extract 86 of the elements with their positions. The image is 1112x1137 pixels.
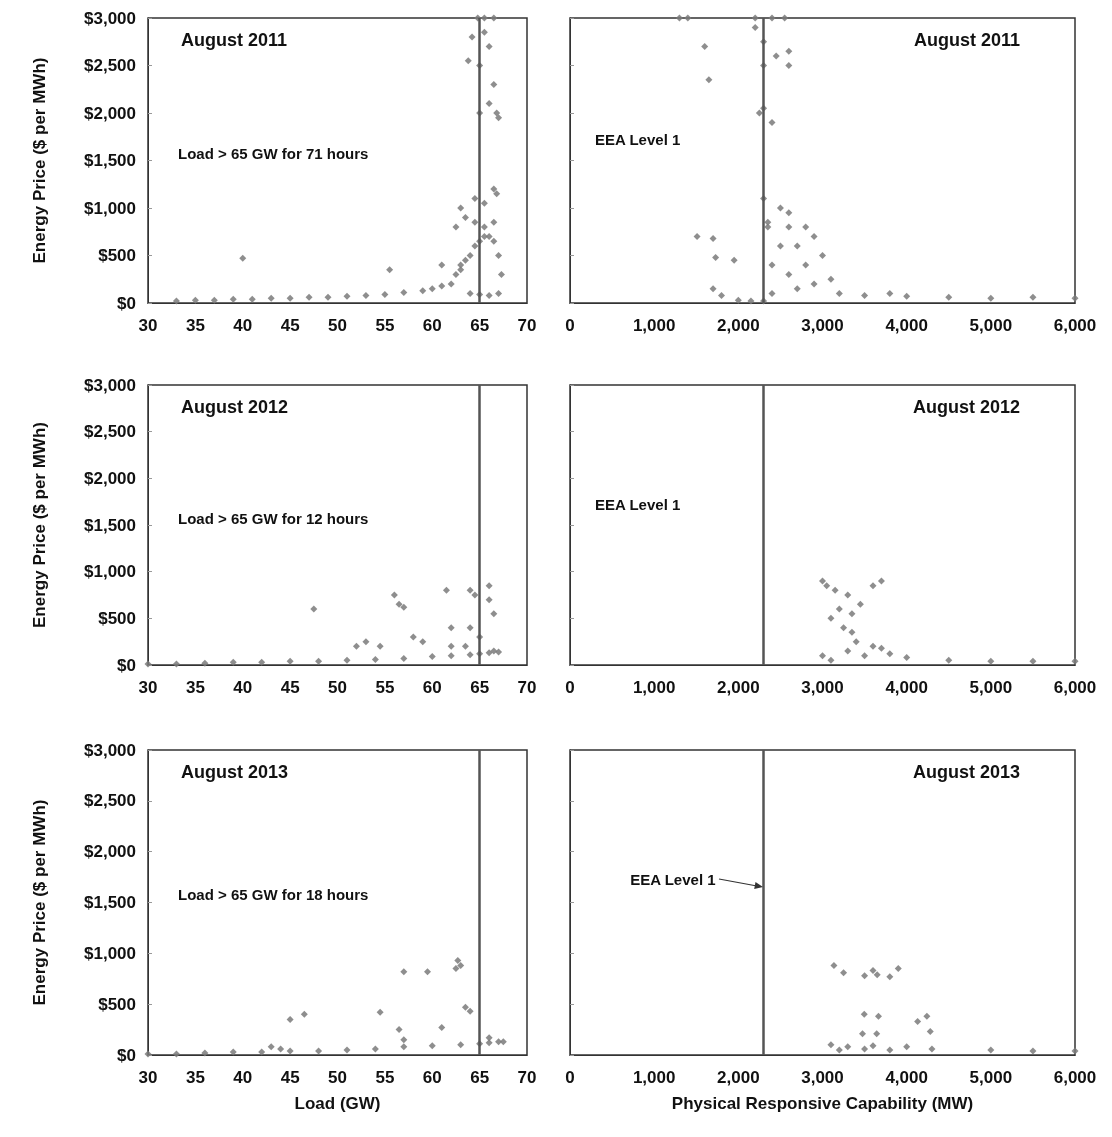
x-tick-label: 0 [565,678,575,697]
x-tick-label: 1,000 [632,1068,676,1087]
x-axis-title: Physical Responsive Capability (MW) [671,1094,974,1113]
x-tick-label: 55 [375,316,395,335]
x-tick-label: 30 [138,1068,158,1087]
x-tick-label: 0 [565,1068,575,1087]
x-tick-label: 55 [375,678,395,697]
x-tick-label: 50 [328,1068,347,1087]
y-axis-title: Energy Price ($ per MWh) [30,799,49,1006]
x-tick-label: 6,000 [1053,678,1097,697]
x-tick-label: 50 [328,678,347,697]
x-tick-label: 30 [138,316,158,335]
x-tick-label: 4,000 [885,316,928,335]
annotation: EEA Level 1 [630,870,716,888]
y-tick-label: $2,000 [84,103,136,123]
x-tick-label: 2,000 [717,316,760,335]
x-tick-label: 4,000 [885,678,928,697]
x-tick-label: 2,000 [717,678,760,697]
x-tick-label: 60 [422,316,442,335]
x-tick-label: 5,000 [969,1068,1013,1087]
y-tick-label: $2,500 [84,422,136,442]
x-tick-label: 4,000 [885,1068,928,1087]
y-tick-label: $0 [117,293,136,313]
x-tick-label: 6,000 [1053,1068,1097,1087]
y-tick-label: $1,000 [84,943,136,963]
x-tick-label: 30 [138,678,158,697]
y-tick-label: $2,500 [84,791,136,811]
text: August 2013 [912,762,1021,782]
x-tick-label: 35 [185,316,205,335]
y-tick-label: $3,000 [84,8,136,28]
x-tick-label: 5,000 [969,316,1013,335]
text: August 2011 [181,30,288,50]
annotation: Load > 65 GW for 12 hours [178,510,369,527]
y-tick-label: $2,000 [84,468,136,488]
x-tick-label: 35 [185,678,205,697]
x-tick-label: 65 [470,678,490,697]
x-tick-label: 6,000 [1053,316,1097,335]
text: August 2012 [912,397,1021,417]
y-tick-label: $3,000 [84,740,136,760]
annotation: Load > 65 GW for 18 hours [178,886,369,904]
x-tick-label: 45 [280,678,300,697]
x-tick-label: 3,000 [801,678,844,697]
x-tick-label: 2,000 [717,1068,760,1087]
y-tick-label: $1,000 [84,562,136,582]
y-tick-label: $0 [117,1045,136,1065]
x-tick-label: 5,000 [969,678,1013,697]
annotation: Load > 65 GW for 71 hours [178,145,369,163]
x-tick-label: 70 [517,678,537,697]
y-tick-label: $500 [98,246,136,265]
x-tick-label: 1,000 [632,678,676,697]
x-tick-label: 40 [233,1068,253,1087]
x-tick-label: 70 [517,316,537,335]
y-tick-label: $0 [117,655,136,675]
x-tick-label: 60 [422,1068,442,1087]
text: August 2011 [913,30,1021,50]
x-tick-label: 65 [470,1068,490,1087]
x-tick-label: 0 [565,316,575,335]
annotation: EEA Level 1 [595,131,681,148]
y-tick-label: $500 [98,994,136,1014]
y-tick-label: $1,500 [84,893,136,912]
y-tick-label: $2,000 [84,842,136,862]
x-axis-title: Load (GW) [294,1094,381,1113]
text: August 2013 [181,762,289,782]
x-tick-label: 1,000 [632,316,676,335]
y-tick-label: $1,500 [84,515,136,535]
x-tick-label: 3,000 [801,316,844,335]
y-tick-label: $2,500 [84,56,136,75]
y-tick-label: $3,000 [84,375,136,395]
x-tick-label: 65 [470,316,490,335]
annotation: EEA Level 1 [595,496,681,513]
x-tick-label: 70 [517,1068,537,1087]
y-axis-title: Energy Price ($ per MWh) [30,57,49,264]
x-tick-label: 40 [233,678,253,697]
y-tick-label: $500 [98,608,136,628]
y-tick-label: $1,500 [84,151,136,170]
x-tick-label: 40 [233,316,253,335]
x-tick-label: 45 [280,316,300,335]
x-tick-label: 3,000 [801,1068,844,1087]
x-tick-label: 55 [375,1068,395,1087]
y-tick-label: $1,000 [84,198,136,218]
x-tick-label: 50 [328,316,347,335]
x-tick-label: 35 [185,1068,205,1087]
x-tick-label: 45 [280,1068,300,1087]
y-axis-title: Energy Price ($ per MWh) [30,422,49,628]
x-tick-label: 60 [422,678,442,697]
text: August 2012 [181,397,289,417]
